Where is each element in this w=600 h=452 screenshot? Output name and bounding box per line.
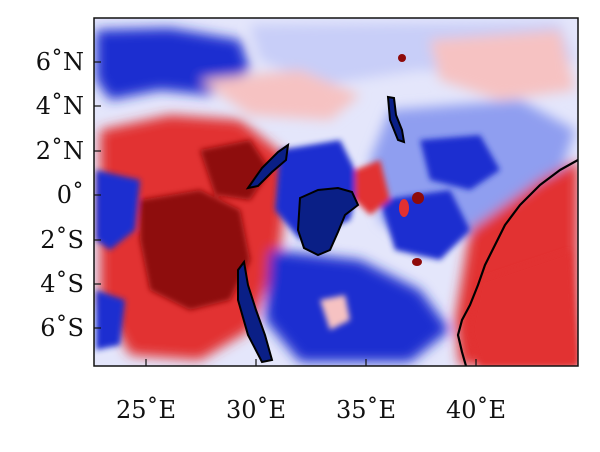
- lake-tanganyika: [237, 259, 274, 364]
- blue-region-south: [265, 250, 450, 362]
- y-tick-label: 2˚S: [40, 226, 84, 254]
- pale-red-patch-south: [320, 295, 350, 330]
- x-tick-label: 40˚E: [446, 396, 506, 424]
- anomaly-field: [94, 18, 578, 366]
- x-axis: 25˚E 30˚E 35˚E 40˚E: [116, 359, 506, 424]
- y-tick-label: 4˚S: [40, 270, 84, 298]
- blue-patch-northeast: [420, 135, 500, 190]
- x-tick-label: 35˚E: [336, 396, 396, 424]
- deep-red-patch-coast: [470, 250, 578, 366]
- y-tick-label: 0˚: [57, 181, 84, 209]
- y-tick-label: 2˚N: [36, 137, 84, 165]
- red-spot-4: [399, 199, 409, 217]
- y-axis: 6˚N 4˚N 2˚N 0˚ 2˚S 4˚S 6˚S: [36, 48, 101, 342]
- x-tick-label: 30˚E: [226, 396, 286, 424]
- deep-red-core: [140, 190, 250, 310]
- red-spot-1: [412, 192, 424, 204]
- red-patch-middle: [355, 160, 390, 215]
- x-tick-label: 25˚E: [116, 396, 176, 424]
- map-frame: [93, 17, 579, 367]
- lake-victoria: [296, 186, 360, 257]
- field-detail-layer: [96, 135, 578, 366]
- y-tick-label: 6˚N: [36, 48, 84, 76]
- red-spot-2: [412, 258, 422, 266]
- y-tick-label: 4˚N: [36, 92, 84, 120]
- lake-turkana: [386, 95, 406, 144]
- blue-patch-west-edge: [96, 170, 140, 250]
- pale-red-region-north: [200, 70, 360, 120]
- y-tick-label: 6˚S: [40, 314, 84, 342]
- blue-patch-southwest: [96, 290, 125, 350]
- lake-albert: [245, 142, 290, 190]
- coastline: [456, 159, 578, 366]
- red-spot-3: [398, 54, 406, 62]
- pale-red-region-northeast: [430, 30, 575, 100]
